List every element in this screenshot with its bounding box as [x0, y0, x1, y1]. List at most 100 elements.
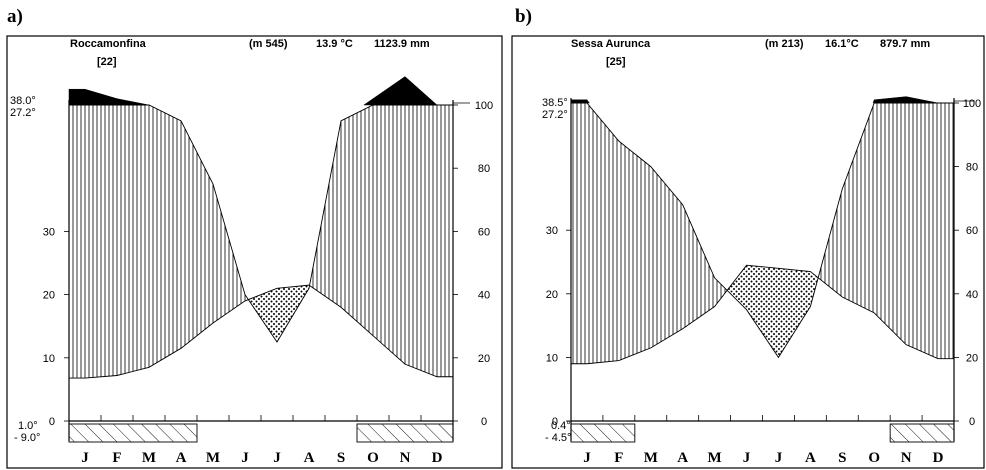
y-left-tick-label: 10: [546, 352, 558, 364]
humid-period-area: [213, 184, 245, 324]
dry-period-area: [248, 288, 277, 342]
perhumid-cap: [586, 99, 590, 104]
max-temp-label: 38.5°: [542, 97, 568, 109]
max-temp-label: 38.0°: [10, 95, 36, 107]
annual-precipitation: 879.7 mm: [880, 38, 930, 50]
month-label: J: [775, 450, 783, 466]
month-label: A: [304, 450, 315, 466]
frost-period-box: [889, 423, 955, 443]
month-label: F: [614, 450, 623, 466]
perhumid-cap: [84, 88, 118, 106]
month-label: J: [583, 450, 591, 466]
mean-temperature: 13.9 °C: [316, 38, 353, 50]
temperature-curve: [69, 284, 453, 379]
month-label: J: [81, 450, 89, 466]
y-right-tick-label: 80: [966, 162, 978, 174]
perhumid-cap: [68, 88, 86, 106]
month-label: N: [901, 450, 912, 466]
humid-period-area: [906, 103, 939, 359]
panel-b-label: b): [515, 6, 532, 27]
humid-period-area: [714, 277, 728, 307]
month-label: O: [367, 450, 379, 466]
y-right-tick-label: 0: [969, 416, 975, 428]
y-left-tick-label: 30: [43, 226, 55, 238]
month-label: D: [432, 450, 443, 466]
month-label: O: [868, 450, 880, 466]
y-right-tick-label: 100: [963, 98, 981, 110]
month-label: M: [142, 450, 156, 466]
humid-period-area: [938, 103, 954, 359]
humid-period-area: [117, 105, 149, 376]
panel-b-frame: [511, 35, 985, 469]
month-label: M: [708, 450, 722, 466]
month-label: A: [176, 450, 187, 466]
humid-period-area: [818, 188, 843, 297]
plot-area-b: 0 10 20 30 0 20 40 60 80 100 J F M A M J J A S O N D: [546, 96, 981, 466]
month-label: D: [933, 450, 944, 466]
y-right-tick-label: 0: [481, 416, 487, 428]
dry-period-area: [746, 265, 779, 358]
panel-a: Roccamonfina [22] (m 545) 13.9 °C 1123.9…: [6, 35, 503, 469]
humid-period-area: [149, 105, 181, 368]
humid-period-area: [571, 103, 587, 364]
max-temp-label-2: 27.2°: [10, 107, 36, 119]
perhumid-cap: [570, 99, 588, 104]
panel-a-frame: [6, 35, 503, 469]
humid-period-area: [682, 204, 715, 329]
min-temp-label-2: - 9.0°: [14, 432, 40, 444]
y-left-tick-label: 20: [43, 290, 55, 302]
perhumid-cap: [116, 98, 150, 106]
dry-period-area: [778, 268, 811, 358]
humid-period-area: [874, 103, 907, 345]
humid-period-area: [341, 105, 373, 336]
humid-period-area: [437, 105, 453, 377]
y-right-tick-label: 40: [966, 289, 978, 301]
month-label: S: [337, 450, 345, 466]
frost-period-box: [68, 423, 198, 443]
humid-period-area: [842, 103, 875, 313]
humid-period-area: [309, 120, 341, 308]
month-label: N: [400, 450, 411, 466]
perhumid-cap: [372, 76, 406, 106]
min-temp-label: 0.4°: [551, 420, 571, 432]
month-label: J: [273, 450, 281, 466]
precipitation-curve: [571, 102, 954, 359]
temperature-curve: [571, 264, 954, 365]
panel-a-label: a): [7, 6, 23, 27]
y-left-tick-label: 30: [546, 225, 558, 237]
month-label: M: [206, 450, 220, 466]
mean-temperature: 16.1°C: [825, 38, 859, 50]
panel-b: Sessa Aurunca [25] (m 213) 16.1°C 879.7 …: [511, 35, 985, 469]
perhumid-cap: [873, 96, 907, 104]
perhumid-cap: [404, 76, 438, 106]
y-right-tick-label: 40: [478, 290, 490, 302]
month-label: S: [838, 450, 846, 466]
min-temp-label: 1.0°: [18, 420, 38, 432]
annual-precipitation: 1123.9 mm: [374, 38, 430, 50]
month-label: F: [112, 450, 121, 466]
dry-period-area: [727, 265, 747, 310]
max-temp-label-2: 27.2°: [542, 109, 568, 121]
month-label: J: [743, 450, 751, 466]
perhumid-cap: [905, 96, 939, 104]
min-temp-label-2: - 4.5°: [545, 432, 571, 444]
perhumid-cap: [363, 98, 374, 106]
elevation: (m 545): [249, 38, 288, 50]
y-left-tick-label: 0: [552, 416, 558, 428]
y-right-tick-label: 60: [478, 226, 490, 238]
y-left-tick-label: 10: [43, 353, 55, 365]
frost-period-box: [570, 423, 636, 443]
frost-period-box: [356, 423, 454, 443]
plot-area-a: 0 10 20 30 0 20 40 60 80 100 J F M A M J J A S O N D: [43, 76, 493, 466]
y-right-tick-label: 100: [475, 100, 493, 112]
y-left-tick-label: 20: [546, 289, 558, 301]
humid-period-area: [69, 105, 85, 379]
y-left-tick-label: 0: [49, 416, 55, 428]
month-label: A: [805, 450, 816, 466]
y-right-tick-label: 60: [966, 225, 978, 237]
humid-period-area: [373, 105, 405, 365]
elevation: (m 213): [765, 38, 804, 50]
y-right-tick-label: 20: [966, 352, 978, 364]
station-name: Sessa Aurunca: [571, 38, 651, 50]
